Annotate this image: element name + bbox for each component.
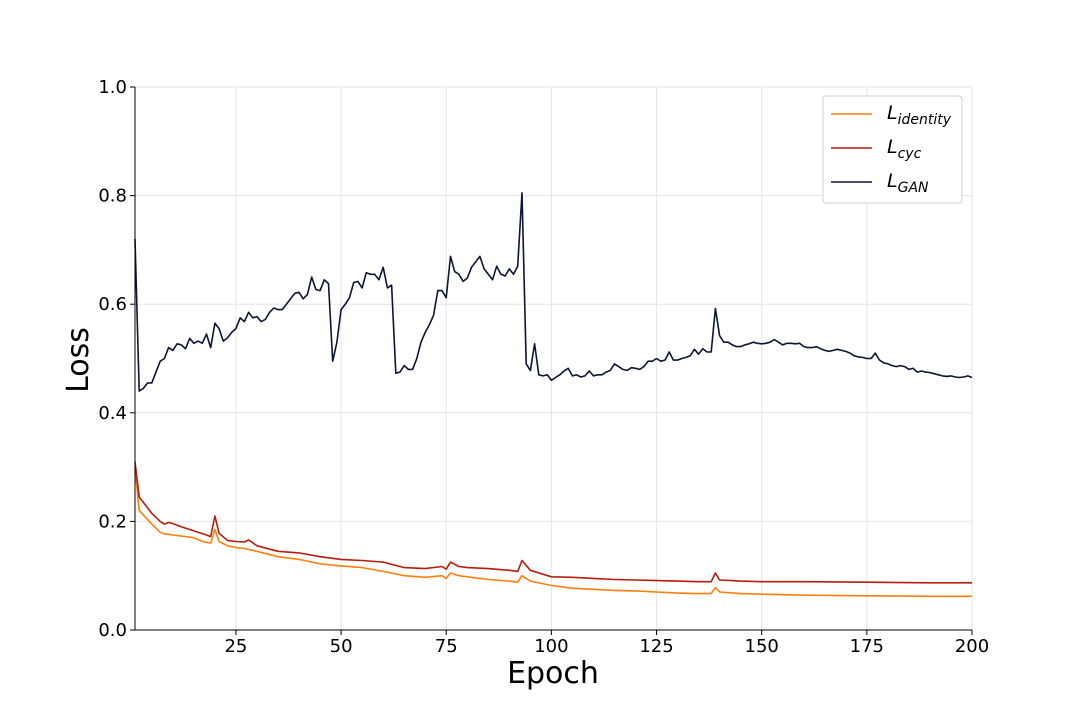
series-lines <box>134 192 973 598</box>
x-tick-label: 50 <box>330 636 353 657</box>
x-tick-label: 175 <box>850 636 884 657</box>
legend-label-subscript: GAN <box>898 180 929 196</box>
x-axis-title: Epoch <box>507 656 599 691</box>
y-tick-label: 0.8 <box>98 186 127 207</box>
legend-label-identity: Lidentity <box>887 102 952 128</box>
x-tick-label: 100 <box>534 636 568 657</box>
x-tick-label: 25 <box>224 636 247 657</box>
x-ticks: 25 50 75 100 125 150 175 200 <box>224 630 989 657</box>
legend-label-subscript: cyc <box>898 146 922 162</box>
legend-label-gan: LGAN <box>887 170 929 196</box>
y-tick-label: 1.0 <box>98 77 127 98</box>
axes <box>134 87 972 631</box>
legend-label-base: L <box>887 102 898 124</box>
legend-label-base: L <box>887 170 898 192</box>
x-tick-label: 200 <box>955 636 989 657</box>
x-tick-label: 125 <box>639 636 673 657</box>
y-tick-label: 0.4 <box>98 403 127 424</box>
y-tick-label: 0.6 <box>98 294 127 315</box>
series-line-cyc <box>134 461 972 584</box>
y-tick-label: 0.2 <box>98 511 127 532</box>
series-line-gan <box>134 192 973 392</box>
legend-label-cyc: Lcyc <box>887 136 922 162</box>
series-line-identity <box>134 467 972 598</box>
x-tick-label: 150 <box>745 636 779 657</box>
y-ticks: 0.0 0.2 0.4 0.6 0.8 1.0 <box>98 77 135 641</box>
y-axis-title: Loss <box>61 327 96 393</box>
legend-frame <box>822 95 963 204</box>
legend-label-base: L <box>887 136 898 158</box>
x-tick-label: 75 <box>435 636 458 657</box>
legend-label-subscript: identity <box>898 112 952 128</box>
y-tick-label: 0.0 <box>98 620 127 641</box>
